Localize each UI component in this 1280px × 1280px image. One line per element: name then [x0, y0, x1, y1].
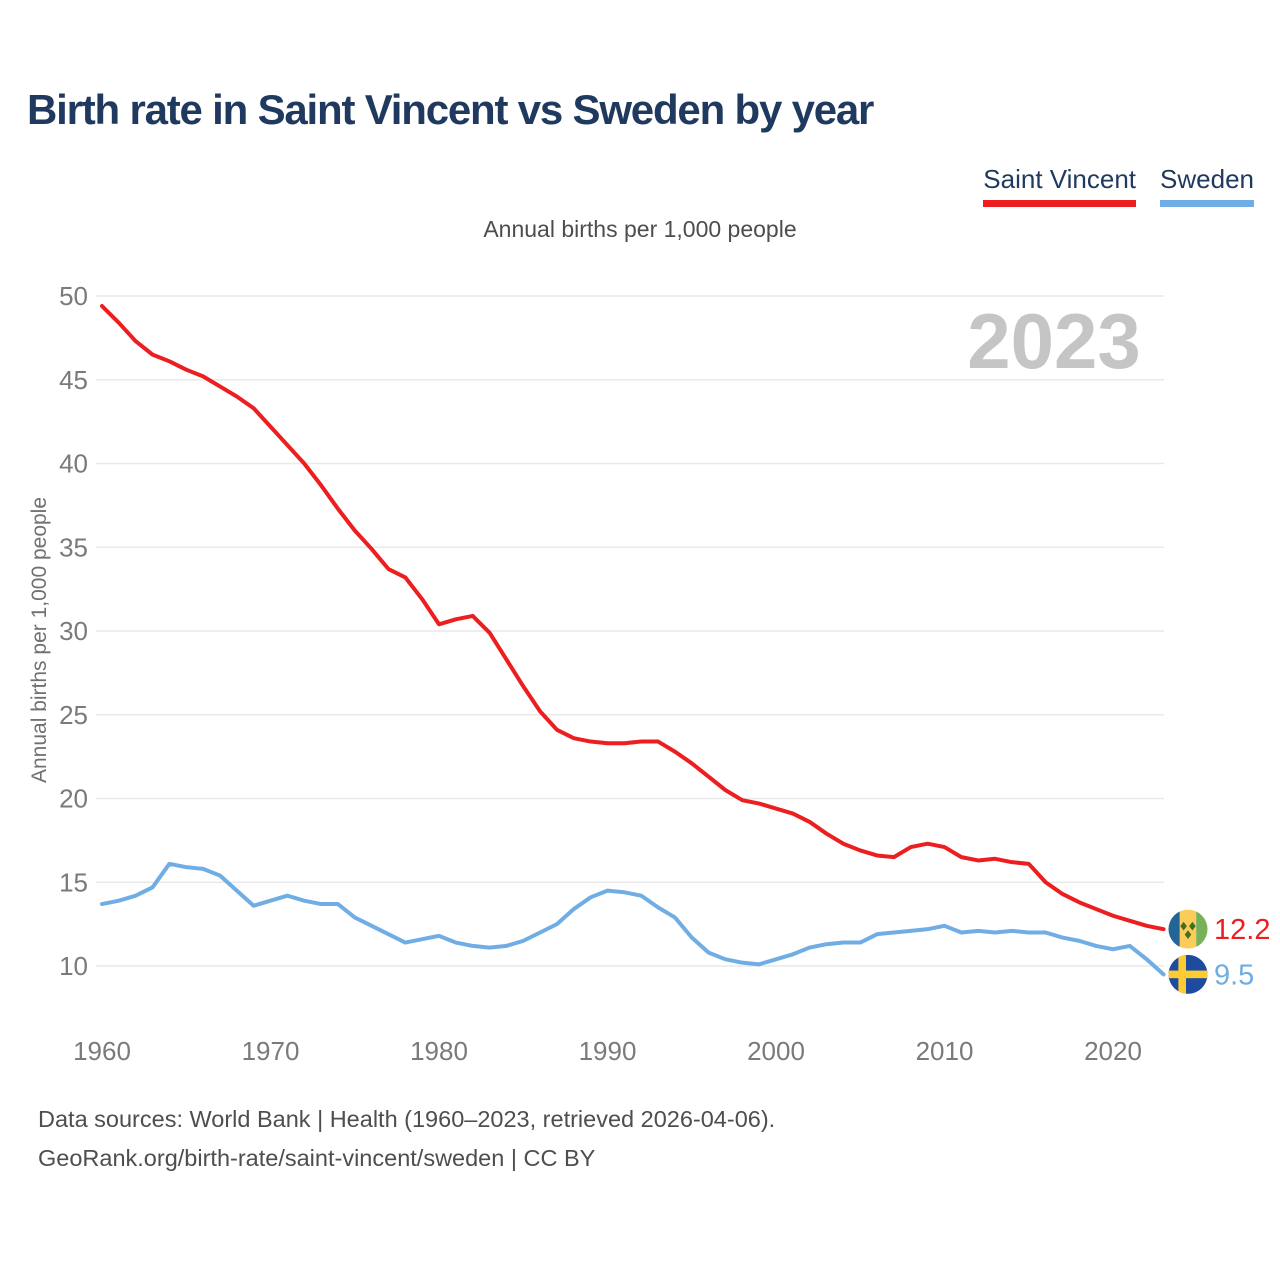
legend: Saint Vincent Sweden: [983, 164, 1254, 207]
flag-diamond: [1189, 921, 1196, 931]
x-tick-label: 2000: [747, 1036, 805, 1066]
legend-item-saint-vincent[interactable]: Saint Vincent: [983, 164, 1137, 207]
series-line-saint-vincent: [100, 304, 1166, 932]
flag-sweden-icon: [1168, 954, 1208, 994]
flag-cross-horizontal: [1168, 970, 1208, 979]
end-value-label-saint-vincent: 12.2: [1214, 914, 1270, 946]
flag-diamond: [1184, 930, 1192, 940]
data-sources-text: Data sources: World Bank | Health (1960–…: [38, 1106, 776, 1132]
flag-band-green: [1196, 909, 1208, 949]
watermark-year: 2023: [967, 297, 1141, 385]
attribution-text: GeoRank.org/birth-rate/saint-vincent/swe…: [38, 1145, 596, 1171]
x-tick-label: 2020: [1084, 1036, 1142, 1066]
x-tick-label: 1960: [73, 1036, 131, 1066]
y-tick-label: 40: [59, 449, 88, 479]
x-tick-label: 2010: [916, 1036, 974, 1066]
flag-band-blue: [1168, 909, 1180, 949]
flag-band-yellow: [1179, 909, 1197, 949]
flag-diamond: [1180, 921, 1187, 931]
y-tick-label: 25: [59, 700, 88, 730]
y-tick-label: 20: [59, 784, 88, 814]
page-title: Birth rate in Saint Vincent vs Sweden by…: [27, 86, 874, 133]
flag-cross-vertical: [1178, 954, 1186, 994]
y-axis-title: Annual births per 1,000 people: [28, 497, 51, 783]
y-tick-label: 45: [59, 365, 88, 395]
x-tick-label: 1970: [242, 1036, 300, 1066]
y-tick-label: 50: [59, 281, 88, 311]
x-tick-label: 1990: [579, 1036, 637, 1066]
chart-footer: Data sources: World Bank | Health (1960–…: [38, 1100, 775, 1178]
y-tick-label: 35: [59, 532, 88, 562]
y-tick-label: 30: [59, 616, 88, 646]
x-tick-label: 1980: [410, 1036, 468, 1066]
flag-saint-vincent-icon: [1168, 909, 1208, 949]
chart-subtitle: Annual births per 1,000 people: [483, 216, 797, 242]
legend-item-sweden[interactable]: Sweden: [1160, 164, 1254, 207]
end-value-label-sweden: 9.5: [1214, 959, 1254, 991]
y-tick-label: 10: [59, 951, 88, 981]
y-tick-label: 15: [59, 867, 88, 897]
series-line-sweden: [100, 861, 1166, 977]
